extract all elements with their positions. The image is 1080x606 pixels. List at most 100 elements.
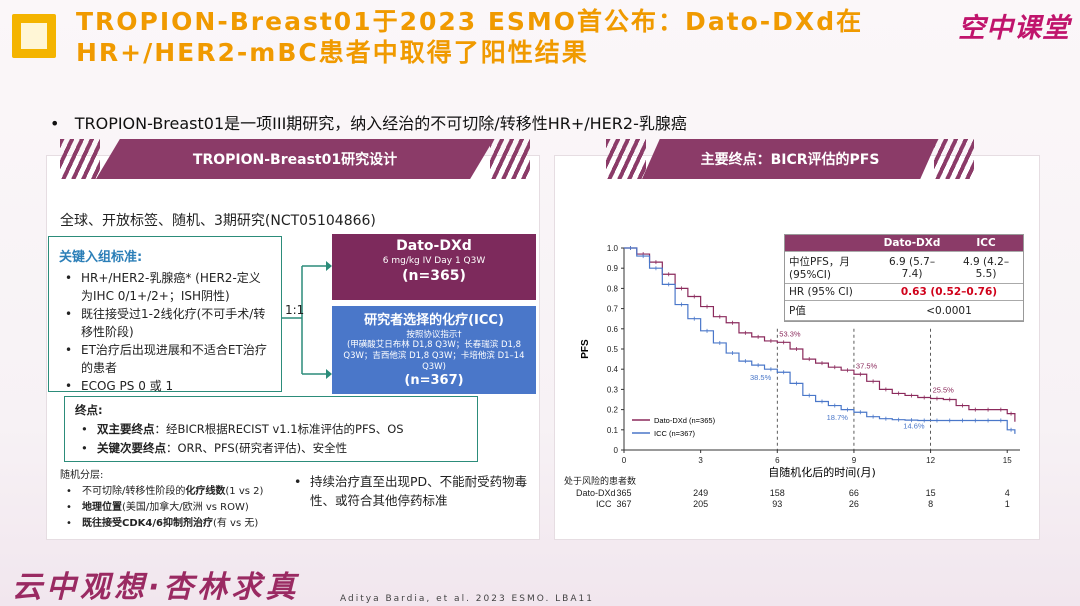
pfs-table: Dato-DXd ICC 中位PFS，月 (95%CI) 6.9 (5.7–7.… [785,235,1023,321]
pfs-table-cell: 6.9 (5.7–7.4) [875,251,950,284]
y-axis-label: PFS [580,339,591,359]
landmark-label: 18.7% [827,413,849,422]
strat-bold: 既往接受CDK4/6抑制剂治疗 [82,518,213,529]
x-tick-label: 3 [698,456,703,465]
intro-text: TROPION-Breast01是一项III期研究，纳入经治的不可切除/转移性H… [74,114,687,133]
strat-title: 随机分层: [60,470,104,481]
y-tick-label: 0.9 [607,264,619,273]
pfs-table-cell: P值 [785,300,875,321]
pfs-panel [554,155,1040,540]
inclusion-item: ET治疗后出现进展和不适合ET治疗的患者 [59,341,271,377]
risk-value-icc: 205 [693,499,709,509]
strat-post: (有 vs 无) [212,518,259,529]
y-tick-label: 1.0 [607,244,619,253]
pfs-table-cell: HR (95% CI) [785,283,875,301]
inclusion-title: 关键入组标准: [59,250,143,265]
strat-list: 不可切除/转移性阶段的化疗线数(1 vs 2) 地理位置(美国/加拿大/欧洲 v… [60,484,290,532]
stratification: 随机分层: 不可切除/转移性阶段的化疗线数(1 vs 2) 地理位置(美国/加拿… [60,468,290,532]
risk-value-icc: 1 [1004,499,1010,509]
risk-value-dato: 365 [616,488,632,498]
y-tick-label: 0.3 [607,385,619,394]
secondary-endpoint-label: 关键次要终点 [97,441,166,455]
study-type: 全球、开放标签、随机、3期研究(NCT05104866) [60,213,376,229]
risk-table: 处于风险的患者数 Dato-DXd ICC 365 249 158 66 15 4 367 2… [564,476,1034,509]
arm-icc-note: 按照协议指示† [406,330,462,340]
legend-label-icc: ICC (n=367) [654,429,696,438]
secondary-endpoint-text: ：ORR、PFS(研究者评估)、安全性 [166,441,348,455]
banner-stripes-left [60,139,100,179]
intro-bullet: • TROPION-Breast01是一项III期研究，纳入经治的不可切除/转移… [50,110,687,134]
risk-value-icc: 367 [616,499,632,509]
primary-endpoint-text: ：经BICR根据RECIST v1.1标准评估的PFS、OS [154,422,404,436]
pfs-banner-wrap: 主要终点：BICR评估的PFS [606,139,974,179]
brand-logo: 空中课堂 [958,13,1070,44]
pfs-table-row: 中位PFS，月 (95%CI) 6.9 (5.7–7.4) 4.9 (4.2–5… [785,251,1023,284]
risk-value-dato: 158 [769,488,785,498]
inclusion-box: 关键入组标准: HR+/HER2-乳腺癌* (HER2-定义为IHC 0/1+/… [48,236,282,395]
pfs-banner: 主要终点：BICR评估的PFS [642,139,938,179]
x-axis-label: 自随机化后的时间(月) [768,465,876,479]
strat-bold: 地理位置 [82,502,122,513]
design-banner-wrap: TROPION-Breast01研究设计 [60,139,530,179]
landmark-label: 14.6% [903,422,925,431]
y-tick-label: 0.8 [607,284,619,293]
legend-label-dato: Dato-DXd (n=365) [654,416,716,425]
pfs-table-head: Dato-DXd [875,235,950,252]
x-tick-label: 9 [852,456,857,465]
strat-pre: 不可切除/转移性阶段的 [82,486,186,497]
arm-dato-box: Dato-DXd 6 mg/kg IV Day 1 Q3W (n=365) [332,234,536,300]
landmark-label: 37.5% [856,361,878,370]
risk-label-dato: Dato-DXd [576,488,616,498]
x-tick-label: 0 [622,456,627,465]
pfs-table-header: Dato-DXd ICC [785,235,1023,252]
pfs-table-wrap: Dato-DXd ICC 中位PFS，月 (95%CI) 6.9 (5.7–7.… [784,234,1024,322]
km-curve-dato [624,247,1016,422]
banner-stripes-left [606,139,646,179]
inclusion-item: ECOG PS 0 或 1 [59,377,271,395]
pfs-table-row: P值 <0.0001 [785,300,1023,321]
endpoints-list: 双主要终点：经BICR根据RECIST v1.1标准评估的PFS、OS 关键次要… [75,420,467,458]
inclusion-item: HR+/HER2-乳腺癌* (HER2-定义为IHC 0/1+/2+；ISH阴性… [59,269,271,305]
km-chart: 0 0.1 0.2 0.3 0.4 0.5 0.6 0.7 0.8 0.9 1.0 0 3 6 9 12 15 P… [580,244,1020,479]
y-tick-label: 0.2 [607,406,619,415]
treatment-list: 持续治疗直至出现PD、不能耐受药物毒性、或符合其他停药标准 [288,472,528,510]
arm-dato-name: Dato-DXd [396,238,472,254]
strat-item: 既往接受CDK4/6抑制剂治疗(有 vs 无) [60,516,290,532]
strat-post: (美国/加拿大/欧洲 vs ROW) [122,502,249,513]
strat-post: (1 vs 2) [225,486,264,497]
inclusion-item: 既往接受过1-2线化疗(不可手术/转移性阶段) [59,305,271,341]
y-tick-label: 0.6 [607,325,619,334]
endpoints-title: 终点: [75,403,103,417]
arm-icc-detail: (甲磺酸艾日布林 D1,8 Q3W；长春瑞滨 D1,8 Q3W；吉西他滨 D1,… [343,340,525,372]
pfs-table-row: HR (95% CI) 0.63 (0.52–0.76) [785,283,1023,301]
y-tick-label: 0.5 [607,345,619,354]
pfs-table-head: ICC [949,235,1023,252]
pfs-table-cell-p: <0.0001 [875,300,1023,321]
risk-value-dato: 66 [848,488,859,498]
risk-label-icc: ICC [596,499,612,509]
strat-bold: 化疗线数 [185,486,226,497]
pfs-table-head [785,235,875,252]
citation: Aditya Bardia, et al. 2023 ESMO. LBA11 [340,594,594,604]
risk-value-dato: 15 [925,488,936,498]
pfs-table-cell: 中位PFS，月 (95%CI) [785,251,875,284]
arm-icc-n: (n=367) [404,373,464,388]
endpoints-box: 终点: 双主要终点：经BICR根据RECIST v1.1标准评估的PFS、OS … [64,396,478,462]
landmark-label: 25.5% [933,385,955,394]
footer-slogan: 云中观想·杏林求真 [12,570,300,605]
page-title: TROPION-Breast01于2023 ESMO首公布：Dato-DXd在H… [76,7,864,67]
risk-value-dato: 249 [693,488,709,498]
primary-endpoint-label: 双主要终点 [97,422,155,436]
banner-stripes-right [934,139,974,179]
y-tick-label: 0.1 [607,426,619,435]
arm-icc-box: 研究者选择的化疗(ICC) 按照协议指示† (甲磺酸艾日布林 D1,8 Q3W；… [332,306,536,394]
y-tick-label: 0.7 [607,305,619,314]
bullet-dot: • [50,114,75,133]
banner-stripes-right [490,139,530,179]
title-marker-icon [12,14,56,58]
x-tick-label: 15 [1003,456,1012,465]
x-tick-label: 6 [775,456,780,465]
landmark-label: 53.3% [779,329,801,338]
treatment-note: 持续治疗直至出现PD、不能耐受药物毒性、或符合其他停药标准 [288,472,528,510]
strat-item: 不可切除/转移性阶段的化疗线数(1 vs 2) [60,484,290,500]
